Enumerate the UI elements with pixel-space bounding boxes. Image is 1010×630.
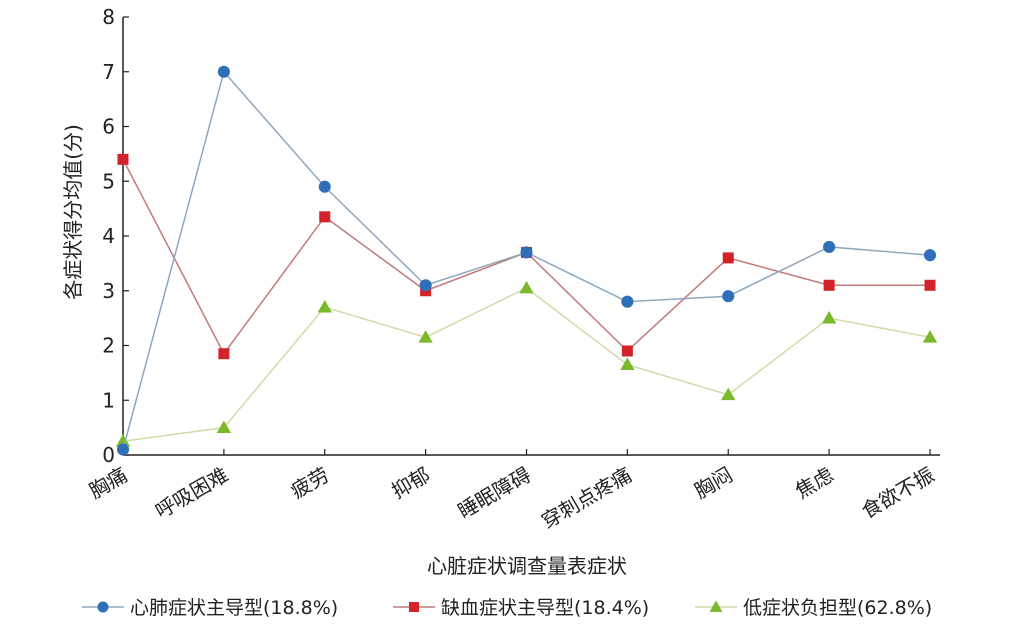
data-point [418,330,433,343]
data-point [621,345,633,357]
data-point [117,153,129,165]
data-point [922,330,938,343]
series-line [122,70,931,450]
y-tick-label: 6 [102,115,115,139]
data-point [721,387,736,401]
legend: 心肺症状主导型(18.8%) 缺血症状主导型(18.4%) 低症状负担型(62.8%… [82,597,932,619]
data-point [218,348,230,360]
y-tick-label: 1 [102,388,115,412]
y-axis-title: 各症状得分均值(分) [61,124,85,300]
data-point [216,420,232,433]
legend-item: 心肺症状主导型(18.8%) [82,597,338,619]
legend-marker [709,600,723,612]
y-tick-label: 3 [102,279,115,303]
data-point [722,290,735,303]
data-point [823,279,835,291]
data-point [318,180,331,193]
y-tick-label: 5 [102,169,115,193]
legend-label: 低症状负担型(62.8%) [743,597,932,619]
y-tick-label: 4 [102,224,115,248]
x-tick-label: 胸痛 [85,463,132,504]
series-layer [115,65,938,456]
x-axis: 胸痛 呼吸困难 疲劳 抑郁 睡眠障碍 穿刺点疼痛 胸闷 焦虑 食欲不振 [85,449,940,533]
legend-label: 缺血症状主导型(18.4%) [441,597,649,619]
x-tick-label: 睡眠障碍 [454,463,535,524]
y-tick-label: 7 [102,60,115,84]
data-point [217,65,230,78]
legend-item: 缺血症状主导型(18.4%) [393,597,649,619]
y-tick-label: 2 [102,334,115,358]
data-point [317,300,332,313]
x-tick-label: 焦虑 [791,463,838,504]
legend-label: 心肺症状主导型(18.8%) [130,597,338,619]
x-tick-label: 抑郁 [387,463,434,504]
series-line [122,287,931,443]
data-point [419,279,432,292]
y-tick-label: 0 [102,443,115,467]
series-2 [115,280,938,447]
legend-marker [409,602,419,612]
legend-item: 低症状负担型(62.8%) [695,597,932,619]
data-point [620,357,635,371]
y-axis: 0 1 2 3 4 5 6 7 8 [102,5,129,467]
data-point [116,443,130,456]
y-tick-label: 8 [102,5,115,29]
data-point [115,434,131,447]
x-tick-label: 食欲不振 [857,463,938,524]
x-tick-label: 胸闷 [690,463,737,504]
series-0 [116,65,937,456]
data-point [821,310,837,324]
x-tick-label: 呼吸困难 [151,463,232,524]
x-axis-title: 心脏症状调查量表症状 [427,554,627,578]
legend-marker [97,601,109,613]
data-point [722,252,734,264]
data-point [519,280,534,294]
data-point [823,240,836,253]
data-point [924,279,936,291]
data-point [923,249,937,262]
x-tick-label: 穿刺点疼痛 [537,463,636,534]
data-point [520,246,533,259]
x-tick-label: 疲劳 [287,463,334,504]
data-point [319,211,331,223]
data-point [621,295,634,308]
